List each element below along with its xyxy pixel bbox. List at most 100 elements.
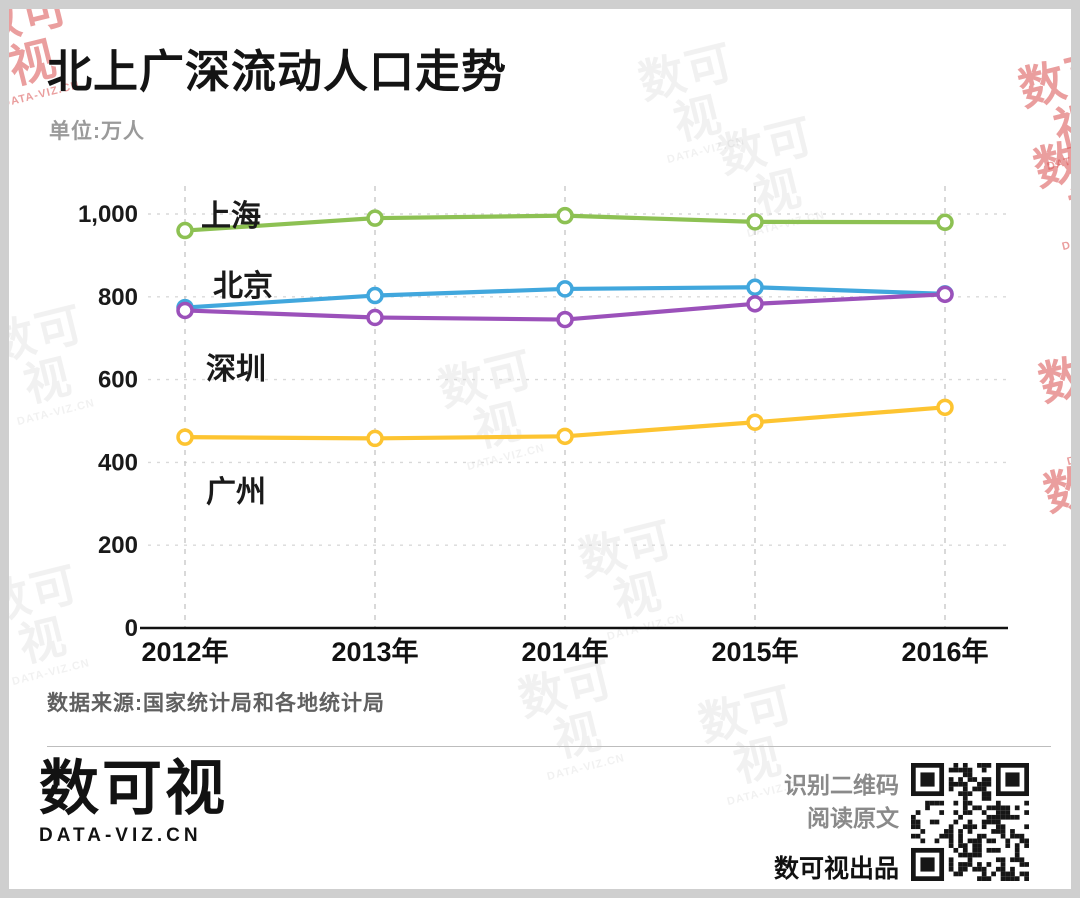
qr-module	[1019, 862, 1025, 867]
qr-module	[981, 876, 987, 881]
data-point-0-2	[556, 206, 574, 225]
qr-module	[967, 791, 973, 797]
qr-module	[967, 838, 973, 844]
data-point-1-1	[366, 286, 384, 305]
qr-module	[1005, 843, 1011, 848]
qr-module	[915, 810, 921, 815]
qr-module	[986, 805, 992, 811]
qr-module	[948, 781, 954, 787]
qr-module	[962, 824, 968, 830]
qr-module	[958, 791, 963, 797]
qr-module	[1000, 829, 1006, 834]
qr-module	[981, 866, 987, 872]
qr-module	[962, 843, 968, 848]
qr-module	[1010, 833, 1015, 839]
qr-module	[962, 781, 968, 787]
qr-module	[1005, 772, 1020, 787]
qr-module	[962, 800, 968, 806]
qr-module	[977, 847, 982, 853]
data-point-3-4	[936, 398, 954, 417]
qr-module	[939, 833, 945, 839]
qr-module	[962, 763, 968, 768]
qr-module	[962, 791, 968, 797]
qr-module	[953, 767, 959, 773]
qr-module	[1005, 871, 1011, 877]
series-label-guangzhou: 广州	[206, 476, 266, 509]
qr-code	[911, 763, 1029, 881]
data-point-0-0	[176, 221, 194, 240]
data-point-2-4	[936, 285, 954, 304]
y-axis-tick-label: 0	[125, 615, 138, 642]
qr-module	[920, 772, 935, 787]
qr-module	[1010, 866, 1015, 872]
qr-module	[915, 833, 921, 839]
qr-module	[972, 777, 978, 782]
data-point-0-1	[366, 209, 384, 227]
data-point-0-4	[936, 213, 954, 232]
qr-module	[1014, 833, 1020, 839]
qr-module	[986, 781, 992, 787]
qr-module	[977, 838, 982, 844]
qr-module	[958, 843, 963, 848]
qr-module	[1024, 838, 1029, 844]
qr-module	[962, 847, 968, 853]
footer-divider	[47, 746, 1051, 747]
qr-module	[948, 833, 954, 839]
qr-module	[1005, 810, 1011, 815]
qr-module	[1000, 810, 1006, 815]
qr-module	[972, 847, 978, 853]
data-point-3-2	[556, 427, 574, 446]
qr-module	[986, 763, 992, 768]
qr-module	[995, 829, 1001, 834]
qr-module	[1014, 843, 1020, 848]
qr-module	[991, 847, 996, 853]
qr-module	[986, 838, 992, 844]
qr-module	[977, 786, 982, 792]
qr-module	[977, 805, 982, 811]
qr-module	[977, 843, 982, 848]
qr-module	[1000, 862, 1006, 867]
qr-module	[953, 819, 959, 825]
qr-module	[986, 777, 992, 782]
qr-module	[1019, 838, 1025, 844]
qr-module	[972, 838, 978, 844]
qr-module	[925, 800, 930, 806]
qr-module	[986, 814, 992, 820]
qr-module	[1019, 871, 1025, 877]
qr-hint-line2: 阅读原文	[807, 805, 899, 831]
series-label-beijing: 北京	[213, 270, 273, 303]
qr-module	[995, 814, 1001, 820]
qr-module	[958, 838, 963, 844]
data-point-3-1	[366, 429, 384, 448]
qr-module	[962, 772, 968, 778]
qr-module	[981, 833, 987, 839]
qr-module	[948, 777, 954, 782]
qr-module	[1024, 824, 1029, 830]
x-axis-tick-label: 2012年	[141, 636, 228, 667]
qr-module	[1010, 814, 1015, 820]
qr-module	[920, 838, 926, 844]
series-label-shanghai: 上海	[201, 200, 261, 233]
qr-module	[958, 767, 963, 773]
qr-module	[972, 824, 978, 830]
qr-module	[958, 862, 963, 867]
line-chart: 0 200 400 600 800 1,000 2012年 2013年 2014年 2015年 20…	[78, 186, 1008, 667]
qr-module	[967, 824, 973, 830]
qr-module	[1024, 810, 1029, 815]
brand-logo-text: 数可视	[39, 755, 228, 822]
qr-module	[948, 866, 954, 872]
qr-module	[962, 810, 968, 815]
qr-module	[981, 786, 987, 792]
qr-module	[920, 829, 926, 834]
qr-module	[953, 800, 959, 806]
qr-module	[925, 805, 930, 811]
qr-module	[953, 810, 959, 815]
qr-module	[1000, 866, 1006, 872]
qr-module	[1000, 824, 1006, 830]
qr-module	[948, 767, 954, 773]
qr-module	[967, 829, 973, 834]
qr-module	[911, 833, 916, 839]
qr-module	[1005, 876, 1011, 881]
qr-module	[1014, 852, 1020, 858]
qr-module	[958, 852, 963, 858]
